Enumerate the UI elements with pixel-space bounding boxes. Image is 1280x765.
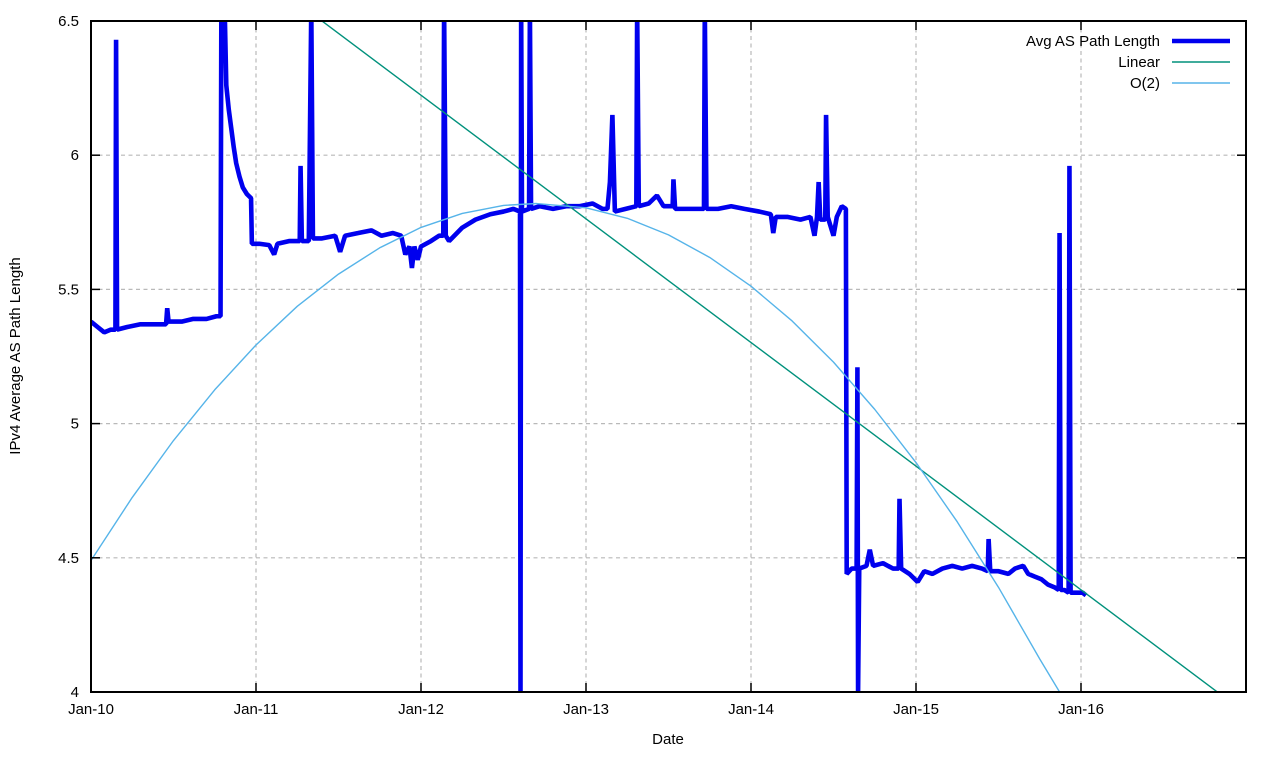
legend-label-o2: O(2) — [1130, 75, 1160, 92]
x-tick-label: Jan-15 — [893, 701, 939, 718]
series-line-2 — [91, 202, 1061, 692]
x-tick-label: Jan-12 — [398, 701, 444, 718]
legend-label-linear: Linear — [1118, 54, 1160, 71]
x-tick-label: Jan-14 — [728, 701, 774, 718]
x-tick-label: Jan-13 — [563, 701, 609, 718]
gridlines — [91, 21, 1246, 692]
y-tick-label: 4 — [71, 684, 79, 701]
tick-labels: Jan-10 Jan-11 Jan-12 Jan-13 Jan-14 Jan-15 Jan-… — [58, 13, 1104, 718]
legend-label-avg-as-path-length: Avg AS Path Length — [1026, 33, 1160, 50]
x-axis-label: Date — [652, 731, 684, 748]
x-tick-label: Jan-11 — [234, 701, 279, 718]
x-tick-label: Jan-16 — [1058, 701, 1104, 718]
y-tick-label: 5 — [71, 416, 79, 433]
y-tick-label: 6.5 — [58, 13, 79, 30]
y-tick-label: 4.5 — [58, 550, 79, 567]
data-series-group — [91, 21, 1219, 692]
x-tick-label: Jan-10 — [68, 701, 114, 718]
legend: Avg AS Path Length Linear O(2) — [1026, 33, 1230, 92]
plot-border — [90, 20, 1247, 693]
series-line-0 — [91, 21, 1088, 692]
series-line-1 — [320, 21, 1219, 692]
y-axis-label: IPv4 Average AS Path Length — [7, 257, 24, 454]
y-tick-label: 6 — [71, 147, 79, 164]
y-tick-label: 5.5 — [58, 281, 79, 298]
